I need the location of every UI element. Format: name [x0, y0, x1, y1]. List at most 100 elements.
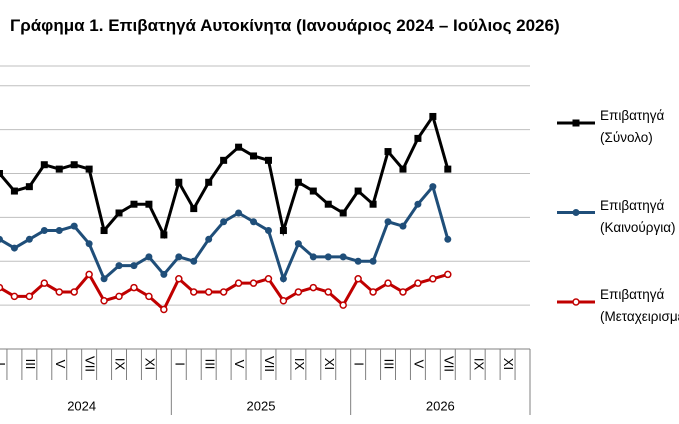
marker — [309, 187, 317, 195]
marker — [339, 209, 347, 217]
marker — [294, 178, 302, 186]
chart-title: Γράφημα 1. Επιβατηγά Αυτοκίνητα (Ιανουάρ… — [10, 16, 560, 35]
marker — [279, 227, 287, 235]
marker — [130, 283, 138, 292]
marker — [55, 165, 63, 173]
x-tick-label: XI — [322, 358, 337, 370]
marker — [414, 279, 422, 287]
marker — [205, 235, 213, 243]
marker — [25, 235, 33, 243]
legend-label: Επιβατηγά (Μεταχειρισμένα) — [600, 287, 679, 324]
marker — [25, 183, 33, 191]
marker — [0, 283, 4, 292]
marker — [40, 279, 49, 287]
marker — [25, 292, 34, 301]
marker — [250, 218, 258, 226]
marker — [115, 292, 123, 301]
x-tick-label: XI — [142, 358, 157, 370]
marker — [264, 275, 273, 283]
x-tick-label: I — [0, 362, 8, 366]
marker — [369, 200, 377, 208]
marker — [0, 169, 3, 177]
marker — [444, 270, 452, 279]
marker — [55, 227, 63, 235]
x-tick-label: VII — [441, 356, 456, 372]
marker — [369, 257, 377, 265]
marker — [219, 288, 228, 296]
marker — [145, 200, 153, 208]
x-tick-label: V — [411, 360, 426, 369]
marker — [115, 262, 123, 270]
x-tick-label: IX — [113, 358, 128, 371]
marker — [10, 244, 18, 252]
marker — [399, 288, 407, 296]
marker — [354, 275, 362, 283]
year-label: 2024 — [67, 398, 96, 413]
legend-label: Επιβατηγά (Καινούργια) — [600, 197, 676, 235]
marker — [100, 227, 108, 235]
year-label: 2026 — [426, 398, 455, 413]
marker — [354, 187, 362, 195]
x-tick-label: XI — [501, 358, 516, 370]
x-tick-label: III — [202, 359, 217, 370]
marker — [70, 288, 78, 296]
marker — [399, 165, 407, 173]
x-tick-label: IX — [292, 358, 307, 371]
marker — [399, 222, 407, 230]
marker — [384, 218, 392, 226]
marker — [70, 161, 78, 169]
marker — [279, 275, 287, 283]
marker — [249, 279, 258, 287]
year-label: 2025 — [247, 398, 276, 413]
marker — [279, 296, 288, 305]
marker — [572, 209, 580, 216]
marker — [235, 209, 243, 217]
x-tick-label: VII — [83, 356, 98, 372]
marker — [324, 288, 332, 296]
marker — [444, 165, 452, 173]
x-tick-label: IX — [471, 358, 486, 371]
marker — [324, 200, 332, 208]
marker — [309, 253, 317, 261]
marker — [384, 148, 392, 156]
x-tick-label: III — [382, 359, 397, 370]
marker — [85, 270, 93, 279]
marker — [354, 257, 362, 265]
marker — [572, 298, 580, 306]
marker — [190, 257, 198, 265]
marker — [264, 156, 272, 164]
marker — [175, 178, 183, 186]
marker — [429, 275, 437, 283]
marker — [220, 156, 228, 164]
marker — [429, 183, 437, 191]
marker — [190, 288, 198, 296]
marker — [339, 253, 347, 261]
marker — [234, 279, 243, 287]
marker — [205, 178, 213, 186]
marker — [160, 305, 168, 314]
marker — [264, 227, 272, 235]
marker — [130, 200, 138, 208]
marker — [220, 218, 228, 226]
x-tick-label: V — [53, 360, 68, 369]
marker — [414, 134, 422, 142]
marker — [384, 279, 392, 287]
x-tick-label: III — [23, 359, 38, 370]
marker — [85, 165, 93, 173]
marker — [309, 283, 318, 292]
x-tick-label: I — [172, 362, 187, 366]
marker — [324, 253, 332, 261]
marker — [429, 112, 437, 120]
marker — [235, 143, 243, 151]
marker — [369, 288, 377, 296]
marker — [0, 235, 3, 243]
marker — [70, 222, 78, 230]
x-tick-label: V — [232, 360, 247, 369]
series-line — [0, 183, 450, 284]
marker — [190, 205, 198, 213]
legend-label: Επιβατηγά (Σύνολο) — [600, 108, 665, 145]
marker — [130, 262, 138, 270]
marker — [339, 301, 347, 309]
marker — [160, 270, 168, 278]
